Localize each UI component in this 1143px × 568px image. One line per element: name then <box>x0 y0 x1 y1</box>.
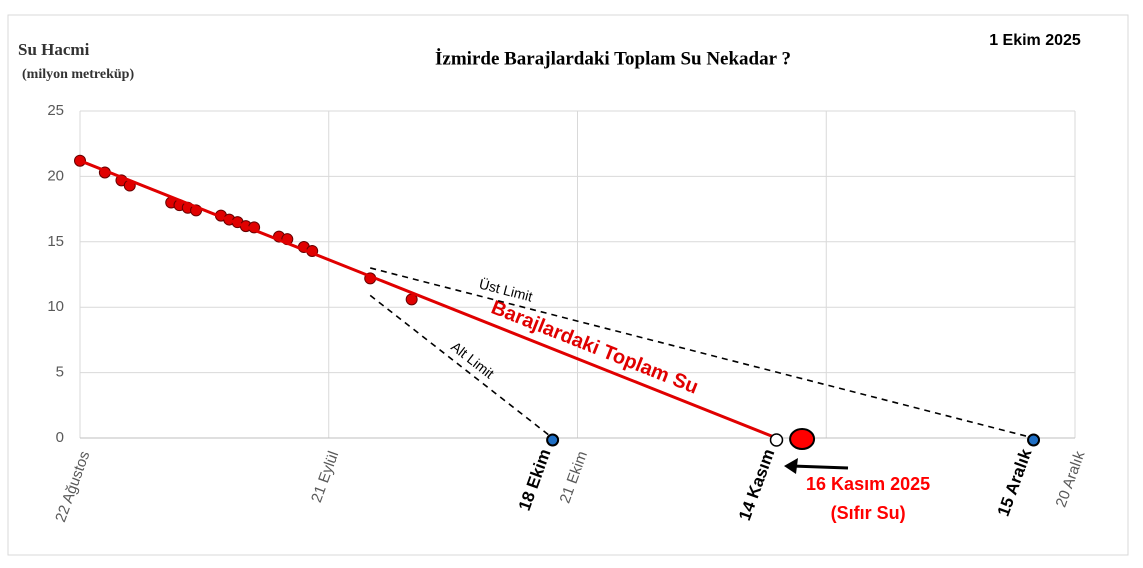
limit-point <box>1027 433 1041 447</box>
arrow <box>784 458 849 474</box>
y-tick-label: 10 <box>47 298 64 315</box>
limit-point <box>546 433 560 447</box>
y-axis-unit: (milyon metreküp) <box>22 67 134 82</box>
chart-title: İzmirde Barajlardaki Toplam Su Nekadar ? <box>435 48 791 69</box>
y-tick-label: 5 <box>56 364 64 381</box>
limit-line <box>369 294 554 439</box>
y-tick-label: 20 <box>47 167 64 184</box>
annotation: (Sıfır Su) <box>831 503 906 523</box>
trend-line <box>79 159 778 440</box>
zero-point <box>789 428 816 450</box>
chart-frame <box>7 14 1129 556</box>
y-tick-label: 25 <box>47 102 64 119</box>
limit-point <box>769 433 784 447</box>
limit-line <box>370 267 1034 439</box>
y-axis-title: Su Hacmi <box>18 40 90 59</box>
date-label: 1 Ekim 2025 <box>989 32 1081 49</box>
annotation: 16 Kasım 2025 <box>806 474 930 494</box>
y-tick-label: 15 <box>47 233 64 250</box>
y-tick-label: 0 <box>56 429 64 446</box>
